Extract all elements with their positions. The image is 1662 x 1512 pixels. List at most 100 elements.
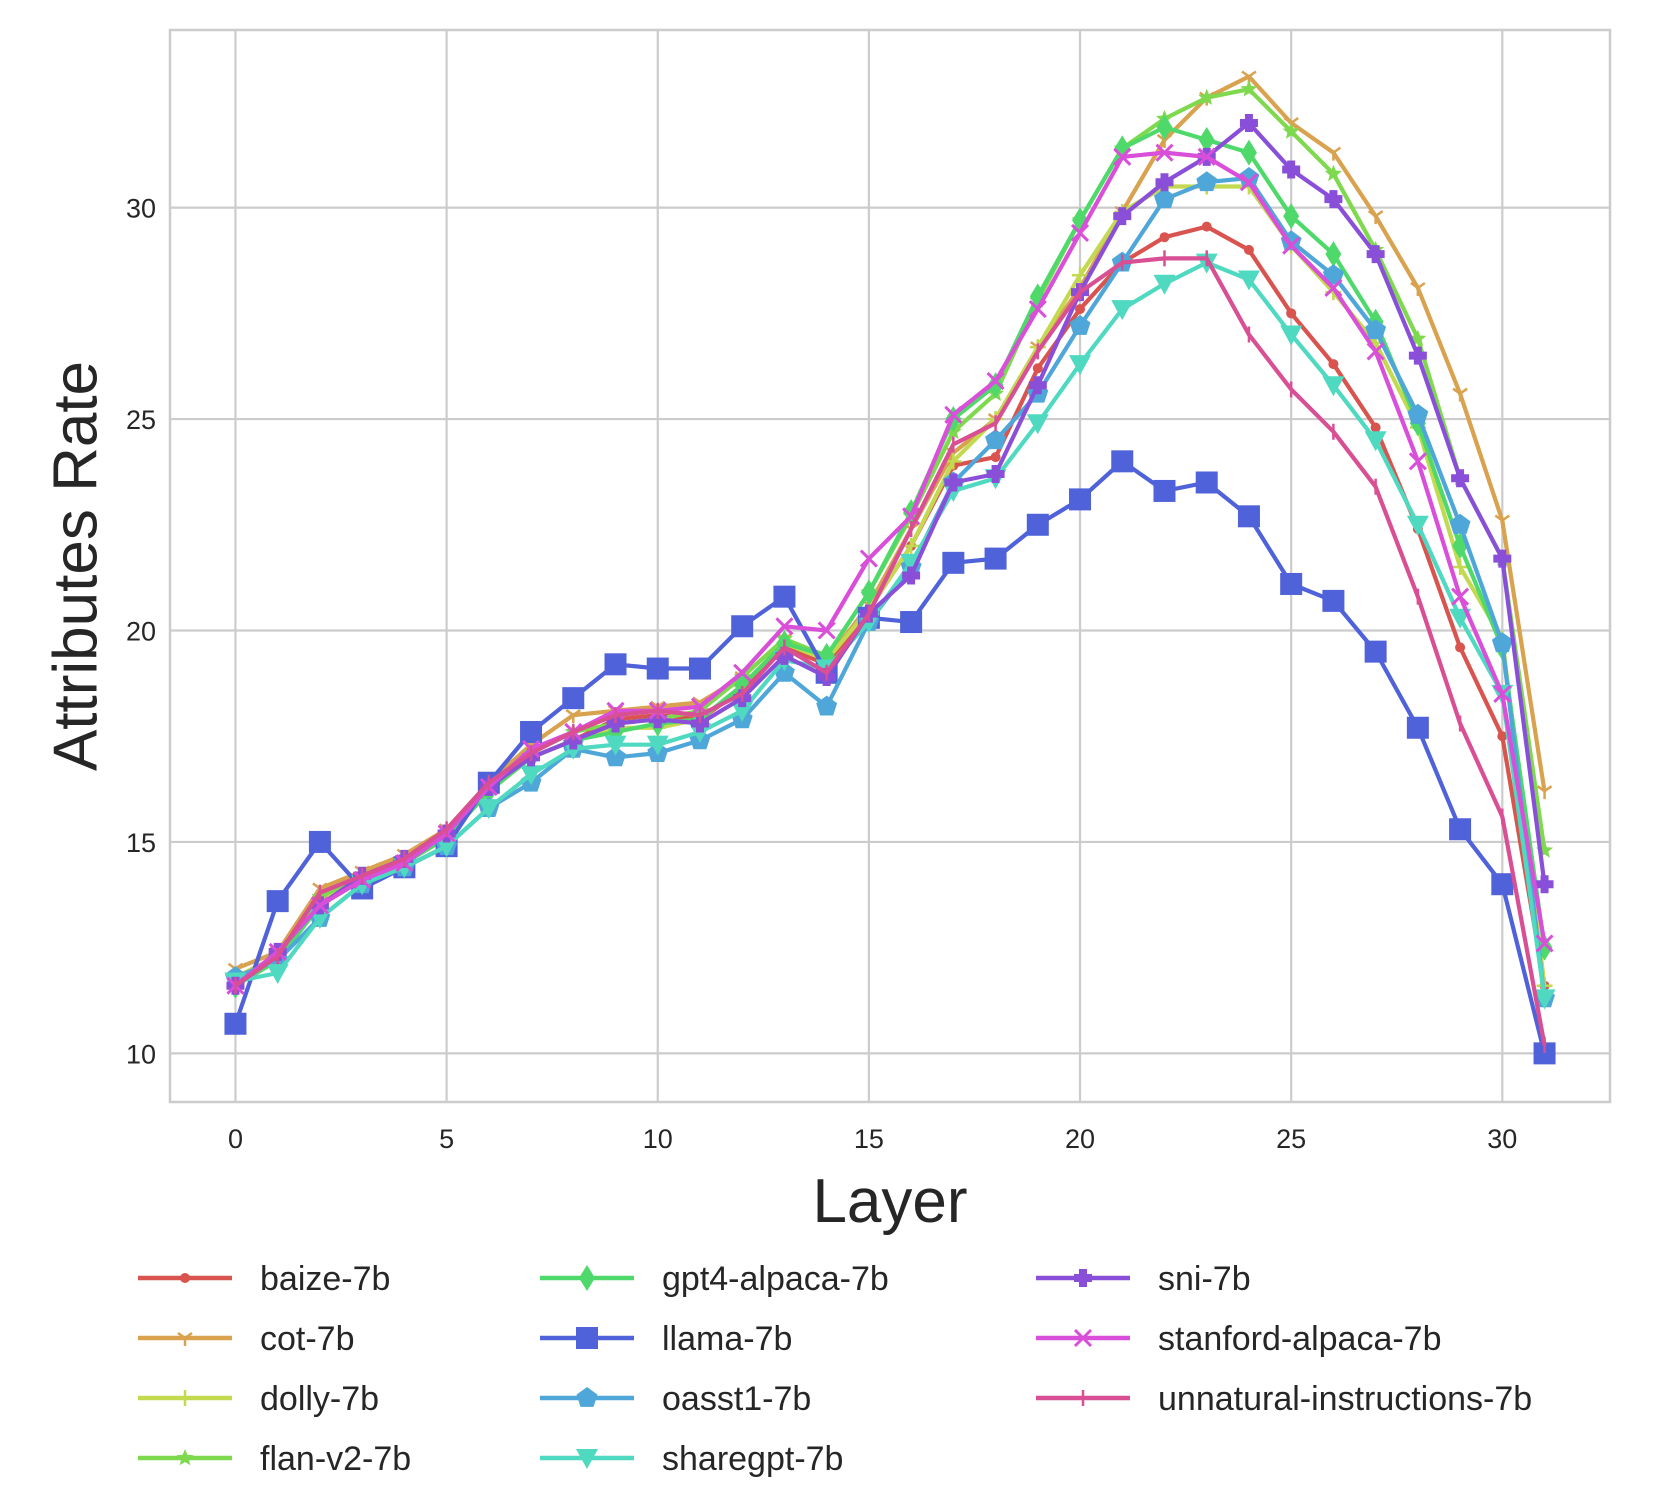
data-point-llama-7b [1111, 450, 1134, 473]
data-point-llama-7b [1280, 572, 1303, 595]
legend-label: gpt4-alpaca-7b [662, 1260, 889, 1298]
data-point-oasst1-7b [1449, 513, 1471, 534]
data-point-stanford-alpaca-7b [1493, 684, 1512, 703]
data-point-baize-7b [1370, 422, 1381, 433]
x-tick-label: 20 [1065, 1124, 1095, 1154]
data-point-flan-v2-7b [1198, 88, 1216, 105]
data-point-llama-7b [604, 653, 627, 676]
data-point-stanford-alpaca-7b [1324, 278, 1343, 298]
legend-label: oasst1-7b [662, 1380, 811, 1418]
data-point-sni-7b [1366, 245, 1385, 264]
data-point-llama-7b [1449, 818, 1472, 841]
data-point-flan-v2-7b [1409, 329, 1427, 346]
data-point-stanford-alpaca-7b [1155, 143, 1174, 162]
data-point-gpt4-alpaca-7b [1283, 203, 1300, 230]
legend-item-gpt4-alpaca-7b: gpt4-alpaca-7b [540, 1260, 889, 1298]
legend-marker [1074, 1269, 1092, 1287]
data-point-llama-7b [520, 720, 543, 743]
data-point-sni-7b [648, 710, 667, 729]
data-point-llama-7b [1195, 471, 1218, 494]
data-point-sni-7b [606, 714, 625, 733]
data-point-baize-7b [1032, 363, 1043, 374]
data-point-cot-7b [1410, 281, 1426, 296]
y-axis-label: Attributes Rate [41, 361, 110, 771]
data-point-gpt4-alpaca-7b [1156, 114, 1173, 141]
data-point-llama-7b [1153, 479, 1176, 502]
legend-item-dolly-7b: dolly-7b [138, 1380, 379, 1418]
data-point-cot-7b [1536, 785, 1553, 800]
data-point-sharegpt-7b [942, 481, 965, 502]
legend-marker [180, 1273, 190, 1283]
data-point-cot-7b [1325, 146, 1342, 161]
legend-marker [576, 1387, 598, 1407]
data-point-cot-7b [1494, 514, 1511, 529]
data-point-dolly-7b [1452, 559, 1469, 576]
data-point-sharegpt-7b [1069, 355, 1092, 376]
legend-marker [576, 1449, 598, 1469]
data-point-oasst1-7b [605, 746, 626, 767]
data-point-stanford-alpaca-7b [733, 663, 752, 682]
data-point-stanford-alpaca-7b [1451, 587, 1470, 606]
data-point-sharegpt-7b [1280, 325, 1303, 346]
data-point-sharegpt-7b [688, 722, 711, 743]
data-point-oasst1-7b [1407, 403, 1429, 424]
data-point-oasst1-7b [1069, 315, 1091, 335]
data-point-baize-7b [1159, 232, 1170, 243]
data-point-baize-7b [1286, 308, 1297, 319]
x-tick-label: 10 [643, 1124, 673, 1154]
data-point-stanford-alpaca-7b [944, 405, 963, 424]
legend-item-oasst1-7b: oasst1-7b [540, 1380, 811, 1418]
data-point-stanford-alpaca-7b [1028, 300, 1047, 319]
data-point-stanford-alpaca-7b [1366, 342, 1385, 361]
data-point-gpt4-alpaca-7b [1198, 126, 1215, 153]
data-point-sni-7b [1324, 190, 1343, 209]
data-point-llama-7b [1364, 640, 1387, 663]
data-point-llama-7b [224, 1012, 247, 1035]
data-point-llama-7b [1237, 505, 1260, 528]
legend-label: flan-v2-7b [260, 1440, 411, 1478]
data-point-gpt4-alpaca-7b [1325, 241, 1342, 268]
data-point-sni-7b [1493, 549, 1512, 568]
data-point-stanford-alpaca-7b [1282, 236, 1301, 255]
data-point-llama-7b [1533, 1042, 1556, 1065]
data-point-oasst1-7b [1196, 171, 1218, 192]
tick-labels: 0 5 10 15 20 25 30 10 15 20 25 30 [126, 194, 1517, 1154]
data-point-llama-7b [688, 657, 711, 680]
data-point-baize-7b [1075, 304, 1086, 315]
data-point-sharegpt-7b [520, 765, 543, 786]
legend-item-stanford-alpaca-7b: stanford-alpaca-7b [1036, 1320, 1442, 1358]
legend-label: sharegpt-7b [662, 1440, 843, 1478]
data-point-llama-7b [1406, 716, 1429, 739]
data-point-cot-7b [565, 709, 582, 724]
data-point-sharegpt-7b [266, 964, 289, 985]
data-point-flan-v2-7b [1282, 122, 1300, 139]
data-point-stanford-alpaca-7b [1197, 147, 1216, 166]
x-tick-label: 0 [228, 1124, 243, 1154]
x-tick-label: 5 [439, 1124, 454, 1154]
legend-item-baize-7b: baize-7b [138, 1260, 390, 1298]
data-point-llama-7b [1322, 589, 1345, 612]
data-point-stanford-alpaca-7b [1239, 173, 1259, 192]
legend: baize-7b cot-7b dolly-7b flan-v2-7b gpt4-alp… [138, 1260, 1532, 1478]
data-point-sharegpt-7b [435, 837, 458, 858]
legend-item-unnatural-instructions-7b: unnatural-instructions-7b [1036, 1380, 1532, 1418]
data-point-llama-7b [1026, 513, 1049, 536]
data-point-oasst1-7b [816, 695, 838, 716]
data-point-llama-7b [773, 585, 796, 608]
legend-item-cot-7b: cot-7b [138, 1320, 355, 1358]
x-tick-label: 25 [1276, 1124, 1306, 1154]
legend-label: llama-7b [662, 1320, 792, 1358]
data-point-cot-7b [1156, 133, 1173, 148]
legend-marker [176, 1449, 194, 1466]
data-point-sharegpt-7b [1237, 270, 1260, 291]
data-point-baize-7b [1243, 244, 1254, 255]
data-point-baize-7b [1201, 221, 1212, 232]
data-point-llama-7b [1491, 873, 1514, 896]
data-point-dolly-7b [1072, 267, 1089, 284]
data-point-sharegpt-7b [1111, 300, 1134, 321]
data-point-sharegpt-7b [604, 735, 627, 756]
data-point-stanford-alpaca-7b [775, 617, 794, 636]
data-point-dolly-7b [903, 537, 920, 554]
data-point-stanford-alpaca-7b [1535, 934, 1554, 953]
